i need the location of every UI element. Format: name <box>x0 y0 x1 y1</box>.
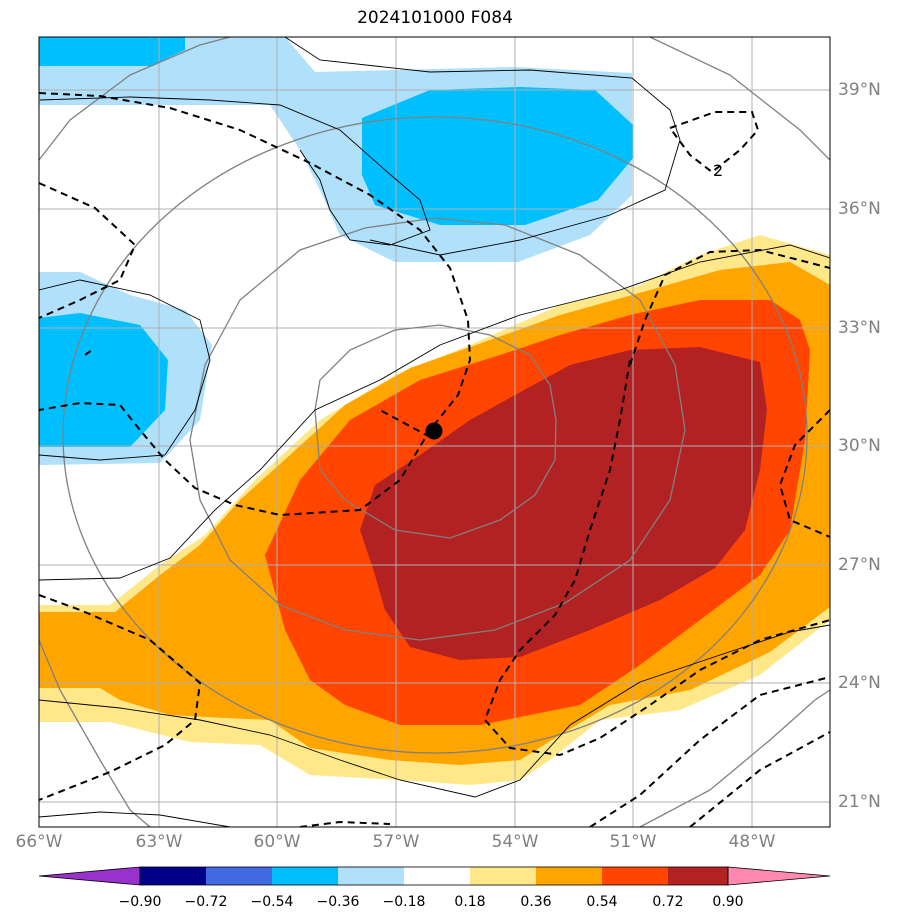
lat-label: 24°N <box>838 673 881 693</box>
colorbar-tick-label: −0.54 <box>250 894 294 910</box>
range-rings <box>39 37 830 827</box>
lat-label: 36°N <box>838 199 881 219</box>
contour-north <box>39 37 681 256</box>
range-ring-inner <box>314 324 557 539</box>
black-contours <box>39 37 830 827</box>
negative-anomaly-fill <box>39 37 633 465</box>
lat-label: 21°N <box>838 792 881 812</box>
colorbar-tick-label: −0.72 <box>184 894 228 910</box>
dashed-contour-northwest <box>39 92 472 517</box>
lat-label: 27°N <box>838 555 881 575</box>
lon-label: 51°W <box>609 832 657 852</box>
blue-region-northwest-corner <box>39 37 185 66</box>
colorbar-tick-label: 0.54 <box>586 894 618 910</box>
colorbar-bin-2 <box>206 867 272 885</box>
dashed-contours <box>39 92 830 827</box>
firebrick-region <box>360 347 767 660</box>
colorbar-tick-label: −0.18 <box>382 894 426 910</box>
colorbar-bin-8 <box>602 867 668 885</box>
contour-south-edge <box>39 811 231 827</box>
colorbar-tick-label: 0.90 <box>712 894 744 910</box>
colorbar-extend-low <box>38 866 141 886</box>
lat-label: 39°N <box>838 80 881 100</box>
contour-west <box>39 279 211 461</box>
range-ring-far <box>39 37 830 827</box>
colorbar-frame <box>139 866 729 886</box>
lon-label: 48°W <box>728 832 776 852</box>
colorbar-bin-5 <box>404 867 470 885</box>
dashed-contour-bottom <box>299 820 391 827</box>
colorbar-bin-6 <box>470 867 536 885</box>
colorbar-tick-label: −0.90 <box>118 894 162 910</box>
lon-label: 60°W <box>253 832 301 852</box>
lon-label: 66°W <box>15 832 63 852</box>
dashed-contour-northeast-loop <box>668 111 760 174</box>
lat-label: 30°N <box>838 436 881 456</box>
colorbar <box>38 866 831 886</box>
colorbar-tick-label: −0.36 <box>316 894 360 910</box>
contour-positive-outline <box>39 244 830 581</box>
lon-label: 63°W <box>135 832 183 852</box>
range-ring-middle <box>189 217 686 641</box>
colorbar-bin-1 <box>140 867 206 885</box>
colorbar-bin-4 <box>338 867 404 885</box>
colorbar-bin-9 <box>668 867 728 885</box>
colorbar-bin-3 <box>272 867 338 885</box>
map-plot-area <box>39 37 830 827</box>
lat-label: 33°N <box>838 318 881 338</box>
colorbar-bin-7 <box>536 867 602 885</box>
colorbar-tick-label: 0.72 <box>652 894 684 910</box>
dashed-contour-southeast <box>589 676 830 827</box>
colorbar-extend-high <box>727 866 831 886</box>
blue-region-west <box>39 313 168 447</box>
range-ring-outer <box>62 116 808 754</box>
colorbar-tick-label: 0.18 <box>454 894 486 910</box>
lon-label: 57°W <box>372 832 420 852</box>
contour-label: 2 <box>713 161 723 180</box>
dashed-contour-west-upper <box>39 182 137 319</box>
dashed-contour-southwest <box>39 594 202 801</box>
blue-region-north <box>362 87 633 225</box>
dashed-contour-small-west <box>84 349 93 356</box>
dashed-contour-center <box>379 248 830 757</box>
map-title: 2024101000 F084 <box>357 8 513 28</box>
storm-center-marker <box>425 422 443 440</box>
colorbar-tick-label: 0.36 <box>520 894 552 910</box>
contour-positive-south <box>39 624 830 798</box>
lon-label: 54°W <box>491 832 539 852</box>
map-frame <box>38 36 831 828</box>
positive-anomaly-fill <box>39 235 830 785</box>
